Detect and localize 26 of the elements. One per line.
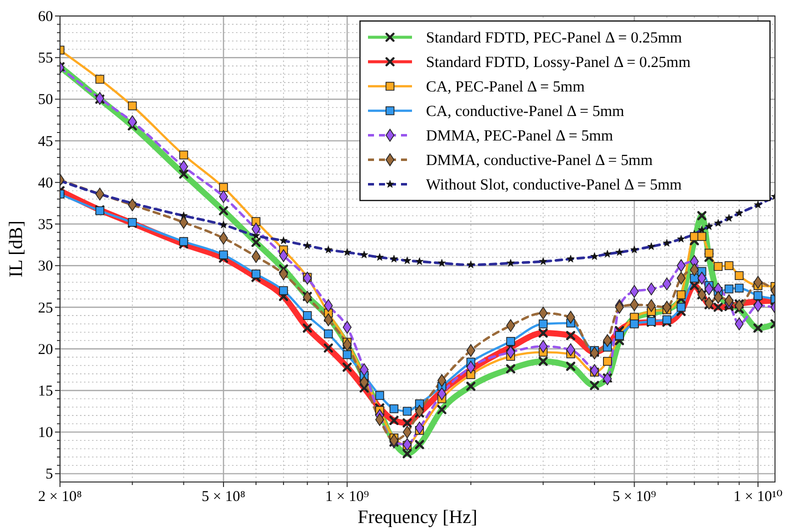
y-tick-label: 30	[38, 258, 53, 275]
y-tick-label: 5	[46, 466, 53, 483]
legend-label: Without Slot, conductive-Panel Δ = 5mm	[426, 176, 682, 194]
y-tick-label: 45	[38, 134, 53, 150]
y-tick-label: 55	[38, 50, 53, 67]
y-tick-label: 40	[38, 175, 53, 192]
y-tick-label: 10	[38, 425, 53, 442]
y-tick-label: 15	[38, 383, 53, 400]
y-tick-label: 35	[38, 217, 53, 234]
legend-label: DMMA, PEC-Panel Δ = 5mm	[426, 127, 614, 144]
x-tick-label: 1 × 10¹⁰	[734, 489, 782, 505]
x-tick-label: 5 × 10⁹	[612, 489, 656, 505]
y-tick-label: 60	[38, 9, 53, 25]
legend-label: Standard FDTD, PEC-Panel Δ = 0.25mm	[426, 29, 682, 46]
y-axis-title: IL [dB]	[6, 220, 27, 278]
x-tick-label: 5 × 10⁸	[202, 489, 246, 505]
x-tick-label: 1 × 10⁹	[325, 489, 370, 505]
legend-label: CA, PEC-Panel Δ = 5mm	[426, 78, 585, 96]
y-tick-label: 25	[38, 300, 53, 316]
y-tick-label: 50	[38, 92, 53, 108]
legend-label: CA, conductive-Panel Δ = 5mm	[426, 102, 624, 120]
legend-label: Standard FDTD, Lossy-Panel Δ = 0.25mm	[426, 54, 691, 71]
x-tick-label: 2 × 10⁸	[38, 489, 82, 505]
x-axis-title: Frequency [Hz]	[358, 507, 478, 528]
y-tick-label: 20	[38, 342, 53, 358]
legend-label: DMMA, conductive-Panel Δ = 5mm	[426, 152, 653, 169]
